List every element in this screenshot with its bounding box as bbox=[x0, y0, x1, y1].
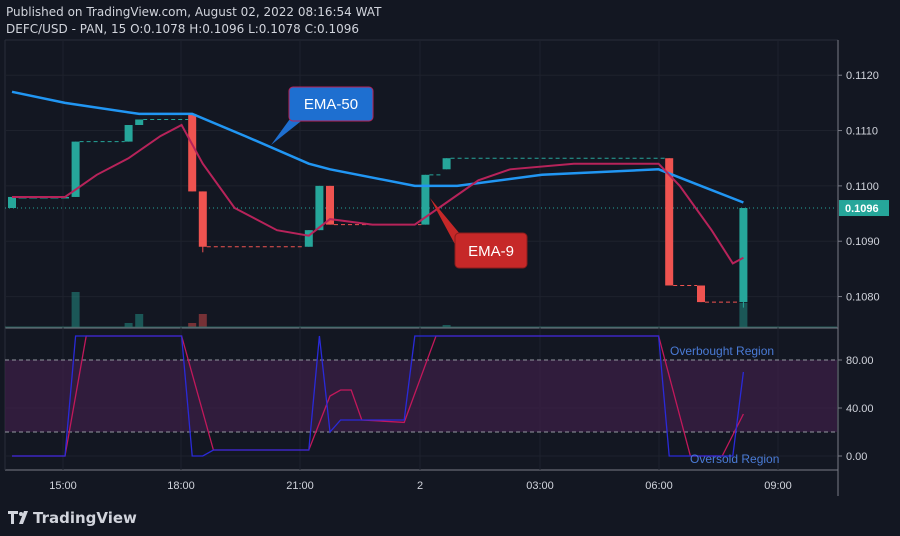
time-tick-5: 06:00 bbox=[645, 480, 673, 492]
tradingview-brand[interactable]: TradingView bbox=[33, 509, 137, 527]
candle-14 bbox=[421, 174, 430, 225]
stochastic-band bbox=[5, 360, 837, 432]
ema9-label: EMA-9 bbox=[468, 243, 514, 260]
candle-8 bbox=[135, 119, 144, 126]
time-tick-2: 21:00 bbox=[286, 480, 314, 492]
volume-bars bbox=[5, 292, 837, 328]
ema50-label: EMA-50 bbox=[304, 96, 358, 113]
tradingview-logo-icon bbox=[8, 511, 28, 524]
price-axis[interactable]: 0.1120 0.1110 0.1100 0.1090 0.1080 bbox=[838, 70, 880, 304]
ema9-callout: EMA-9 bbox=[430, 198, 528, 269]
current-price-tag: 0.1096 bbox=[839, 200, 889, 217]
ema9-line bbox=[12, 123, 744, 265]
ema50-line bbox=[11, 90, 744, 204]
time-tick-4: 03:00 bbox=[526, 480, 554, 492]
volume-bar-1 bbox=[124, 323, 133, 327]
current-price-label: 0.1096 bbox=[845, 203, 879, 215]
stoch-k-line bbox=[12, 335, 745, 457]
osc-tick-0: 80.00 bbox=[846, 355, 874, 367]
volume-bar-5 bbox=[442, 325, 451, 327]
candle-17 bbox=[697, 285, 705, 303]
ema50-callout: EMA-50 bbox=[271, 86, 374, 145]
current-price-tag-bg bbox=[839, 200, 889, 217]
volume-bar-4 bbox=[198, 314, 207, 327]
price-tick-4: 0.1080 bbox=[846, 292, 880, 304]
time-tick-1: 18:00 bbox=[167, 480, 195, 492]
candle-13 bbox=[326, 185, 334, 225]
published-line: Published on TradingView.com, August 02,… bbox=[6, 5, 382, 19]
price-tick-1: 0.1110 bbox=[846, 126, 878, 138]
candles bbox=[8, 113, 748, 308]
time-axis[interactable]: 15:00 18:00 21:00 2 03:00 06:00 09:00 bbox=[49, 480, 792, 492]
volume-bar-0 bbox=[71, 292, 80, 327]
candle-10 bbox=[198, 191, 207, 247]
overbought-label: Overbought Region bbox=[670, 344, 774, 358]
symbol-line: DEFC/USD - PAN, 15 O:0.1078 H:0.1096 L:0… bbox=[6, 22, 360, 36]
price-tick-3: 0.1090 bbox=[846, 236, 880, 248]
oscillator-axis[interactable]: 80.00 40.00 0.00 bbox=[838, 355, 874, 463]
candle-18 bbox=[739, 208, 748, 303]
osc-tick-2: 0.00 bbox=[846, 451, 867, 463]
time-tick-3: 2 bbox=[417, 480, 423, 492]
volume-bar-2 bbox=[135, 314, 144, 327]
candle-15 bbox=[442, 158, 451, 170]
time-tick-6: 09:00 bbox=[764, 480, 792, 492]
candle-16 bbox=[665, 158, 674, 286]
candle-close-dashes bbox=[79, 118, 740, 303]
candle-9 bbox=[188, 113, 197, 192]
time-tick-0: 15:00 bbox=[49, 480, 77, 492]
price-tick-0: 0.1120 bbox=[846, 70, 879, 82]
ema50-callout-box bbox=[288, 86, 374, 122]
candle-0 bbox=[8, 196, 16, 209]
candle-12 bbox=[315, 185, 324, 231]
candle-11 bbox=[304, 230, 313, 247]
volume-bar-3 bbox=[188, 323, 197, 327]
candle-7 bbox=[124, 125, 133, 142]
ema9-callout-box bbox=[454, 232, 528, 269]
oversold-label: Oversold Region bbox=[690, 452, 779, 466]
candle-6 bbox=[71, 141, 80, 197]
price-tick-2: 0.1100 bbox=[846, 181, 879, 193]
volume-bar-6 bbox=[739, 303, 748, 327]
osc-tick-1: 40.00 bbox=[846, 403, 874, 415]
